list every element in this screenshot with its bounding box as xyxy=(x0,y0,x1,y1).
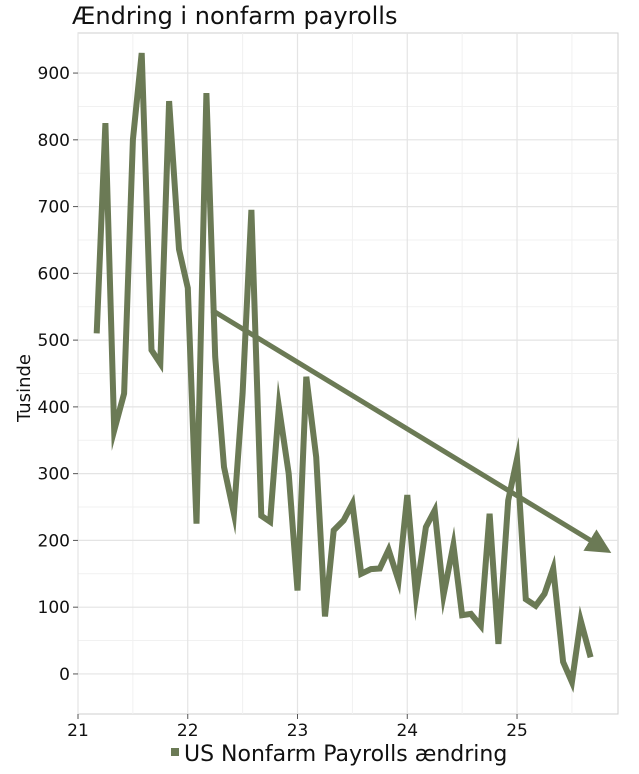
trend-arrow xyxy=(210,307,612,554)
y-axis-tick-labels: 0 100 200 300 400 500 600 700 800 900 xyxy=(38,64,70,685)
major-gridlines xyxy=(77,33,618,714)
annotation-layer xyxy=(210,307,612,554)
series-line xyxy=(93,52,594,693)
y-tick-label: 200 xyxy=(38,531,70,551)
x-tick-label: 22 xyxy=(177,721,199,741)
y-tick-label: 900 xyxy=(38,64,70,84)
y-tick-label: 500 xyxy=(38,331,70,351)
legend-label: US Nonfarm Payrolls ændring xyxy=(184,742,507,767)
x-tick-label: 21 xyxy=(67,721,89,741)
y-tick-label: 100 xyxy=(38,598,70,618)
series-layer xyxy=(93,52,594,693)
x-axis-tick-labels: 21 22 23 24 25 xyxy=(67,721,528,741)
legend-swatch xyxy=(171,748,179,756)
y-tick-label: 700 xyxy=(38,198,70,218)
y-tick-label: 0 xyxy=(59,665,70,685)
y-axis-title: Tusinde xyxy=(14,354,35,423)
y-tick-label: 300 xyxy=(38,465,70,485)
y-tick-label: 400 xyxy=(38,398,70,418)
axis-ticks xyxy=(73,72,518,719)
x-tick-label: 23 xyxy=(287,721,309,741)
y-tick-label: 800 xyxy=(38,131,70,151)
legend: US Nonfarm Payrolls ændring xyxy=(171,742,507,767)
chart-title: Ændring i nonfarm payrolls xyxy=(72,2,397,30)
x-tick-label: 24 xyxy=(396,721,418,741)
y-tick-label: 600 xyxy=(38,264,70,284)
x-tick-label: 25 xyxy=(506,721,528,741)
